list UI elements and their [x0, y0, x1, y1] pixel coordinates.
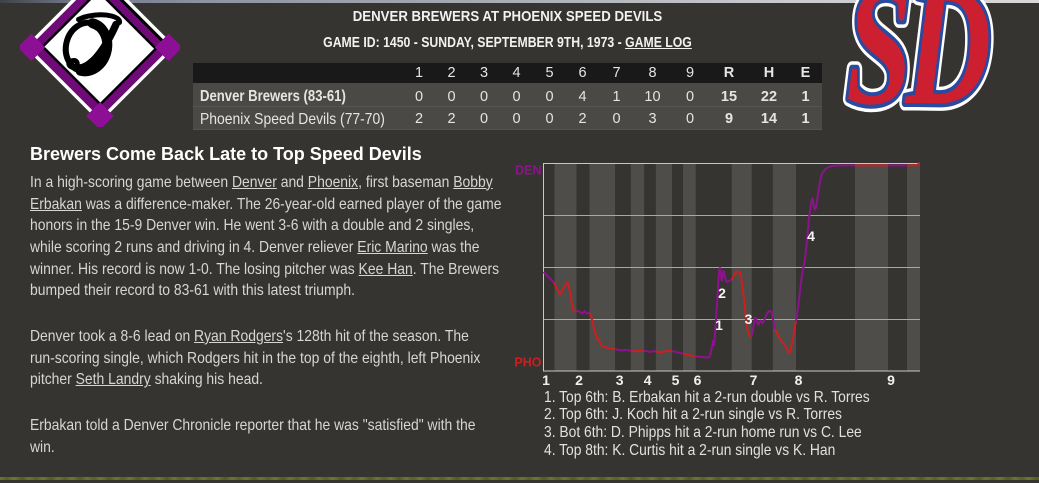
svg-text:4: 4 [807, 228, 815, 244]
svg-text:1: 1 [542, 372, 550, 388]
svg-text:9: 9 [887, 372, 895, 388]
svg-text:2: 2 [575, 372, 583, 388]
svg-text:1: 1 [715, 317, 723, 333]
svg-text:2: 2 [718, 285, 726, 301]
svg-text:5: 5 [672, 372, 680, 388]
svg-text:D: D [904, 0, 991, 120]
svg-text:S: S [846, 0, 912, 120]
svg-text:DEN: DEN [515, 164, 541, 178]
svg-text:D: D [904, 0, 991, 120]
svg-text:S: S [846, 0, 912, 120]
svg-text:3: 3 [616, 372, 624, 388]
svg-text:3: 3 [745, 311, 753, 327]
svg-text:S: S [846, 0, 912, 120]
svg-text:D: D [904, 0, 991, 120]
svg-text:PHO: PHO [515, 356, 542, 370]
svg-text:7: 7 [750, 372, 758, 388]
svg-text:8: 8 [795, 372, 803, 388]
svg-text:6: 6 [694, 372, 702, 388]
svg-text:4: 4 [644, 372, 652, 388]
